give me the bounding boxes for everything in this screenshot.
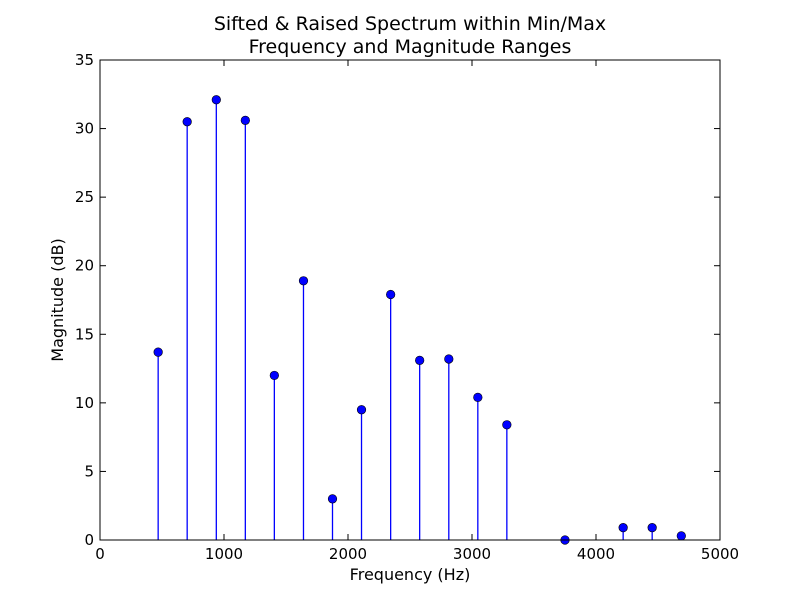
x-axis-label: Frequency (Hz) [350,565,471,584]
data-markers [153,95,686,545]
data-stems [157,99,682,540]
stem-marker-9 [415,355,425,365]
x-tick-label-1: 1000 [205,545,243,563]
stem-marker-7 [356,405,367,415]
axis-ticks: 0 1000 2000 3000 4000 5000 0 5 10 15 20 25 30 35 [75,51,739,563]
y-tick-label-7: 35 [75,51,94,69]
stem-marker-4 [269,370,279,381]
chart-title-line-1: Sifted & Raised Spectrum within Min/Max [214,13,606,35]
y-tick-label-2: 10 [75,394,94,412]
stem-marker-14 [618,523,628,533]
stem-marker-15 [647,523,657,533]
stem-marker-6 [327,494,338,504]
stem-marker-16 [676,531,686,541]
stem-marker-3 [240,115,250,125]
y-tick-label-3: 15 [75,325,94,343]
stem-marker-2 [211,95,221,105]
x-tick-label-0: 0 [95,545,105,563]
x-tick-label-3: 3000 [453,545,491,563]
y-tick-label-1: 5 [84,462,94,480]
x-tick-label-2: 2000 [329,545,367,563]
stem-marker-11 [473,392,483,402]
y-tick-label-4: 20 [75,257,94,275]
plot-area-frame [99,59,721,541]
y-tick-label-0: 0 [84,531,94,549]
stem-marker-10 [444,354,454,364]
x-tick-label-5: 5000 [701,545,739,563]
y-axis-label: Magnitude (dB) [48,238,67,361]
x-tick-label-4: 4000 [577,545,615,563]
stem-marker-0 [153,347,163,357]
stem-marker-1 [182,117,192,127]
stem-marker-8 [386,289,396,300]
y-tick-label-6: 30 [75,120,94,138]
stem-marker-12 [502,420,512,430]
chart-title-line-2: Frequency and Magnitude Ranges [249,36,572,58]
stem-marker-5 [298,276,309,286]
y-tick-label-5: 25 [75,188,94,206]
